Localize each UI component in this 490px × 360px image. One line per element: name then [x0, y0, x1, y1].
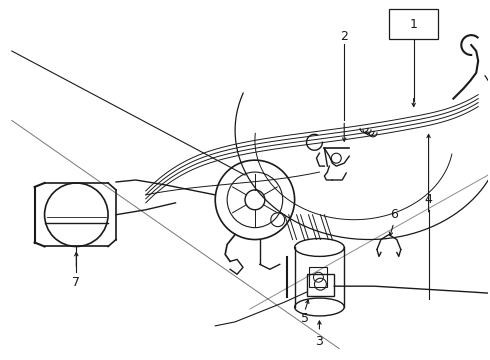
Bar — [310, 267, 327, 287]
Text: 1: 1 — [410, 18, 417, 31]
Bar — [389, 9, 439, 39]
Text: 5: 5 — [300, 312, 309, 325]
Text: 3: 3 — [316, 335, 323, 348]
Text: 2: 2 — [340, 30, 348, 42]
Text: 7: 7 — [73, 276, 80, 289]
Bar — [307, 274, 334, 296]
Text: 6: 6 — [390, 208, 398, 221]
Text: 4: 4 — [425, 193, 433, 206]
